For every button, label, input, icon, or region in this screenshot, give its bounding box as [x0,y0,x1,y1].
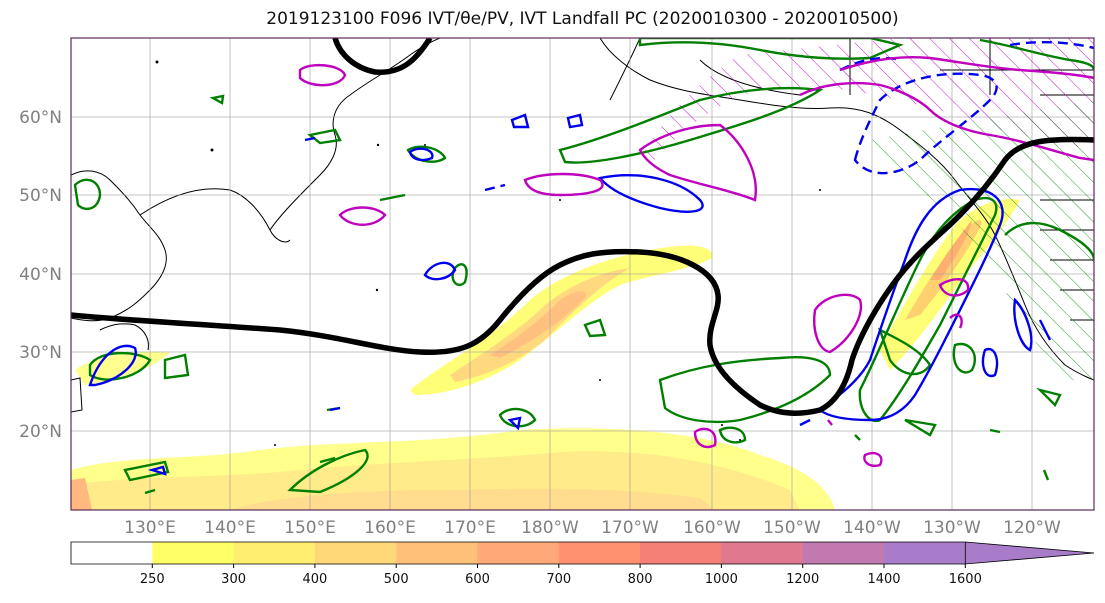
map-border [70,37,1095,511]
colorbar-segment [233,542,316,564]
lon-label-120w: 120°W [1003,518,1061,538]
lon-label-130e: 130°E [124,518,176,538]
colorbar-segment [640,542,722,564]
colorbar-extend-arrow [964,541,1095,565]
landfall-line-north [332,38,433,75]
islands [155,60,821,446]
colorbar: 250 300 400 500 600 700 800 1000 1200 1400 1600 [70,541,1095,587]
colorbar-segment [802,542,885,564]
colorbar-tick-label: 1200 [786,572,819,587]
colorbar-tick-label: 300 [221,572,246,587]
lon-label-140w: 140°W [843,518,901,538]
colorbar-tick-label: 1600 [949,572,982,587]
lon-label-150e: 150°E [284,518,336,538]
colorbar-segment [152,542,235,564]
colorbar-tick-label: 800 [628,572,653,587]
lon-label-170e: 170°E [444,518,496,538]
colorbar-segment [71,542,153,564]
colorbar-tick-label: 1000 [705,572,738,587]
colorbar-outline [70,541,966,565]
colorbar-segment [396,542,478,564]
latitude-labels: 60°N 50°N 40°N 30°N 20°N [19,108,62,442]
lon-label-160e: 160°E [364,518,416,538]
lat-label-20: 20°N [19,422,62,442]
colorbar-segment [558,542,641,564]
colorbar-segment [721,542,804,564]
colorbar-tick-label: 250 [140,572,165,587]
lat-label-60: 60°N [19,108,62,128]
colorbar-segment [314,542,397,564]
lat-label-50: 50°N [19,186,62,206]
longitude-labels: 130°E 140°E 150°E 160°E 170°E 180°W 170°… [124,518,1061,538]
colorbar-tick-label: 700 [546,572,571,587]
map-title: 2019123100 F096 IVT/θe/PV, IVT Landfall … [266,9,899,29]
landfall-line [71,136,1094,417]
green-contours [73,38,1094,495]
colorbar-tick-label: 1400 [867,572,900,587]
colorbar-tick-label: 400 [302,572,327,587]
lon-label-130w: 130°W [923,518,981,538]
lat-label-40: 40°N [19,265,62,285]
lon-label-150w: 150°W [763,518,821,538]
hatched-regions [640,38,1094,390]
ivt-shading [71,199,1020,510]
lat-label-30: 30°N [19,343,62,363]
colorbar-segment [477,542,560,564]
lon-label-160w: 160°W [683,518,741,538]
lon-label-170w: 170°W [601,518,659,538]
lon-label-140e: 140°E [204,518,256,538]
colorbar-segment [884,542,966,564]
lon-label-180w: 180°W [521,518,579,538]
colorbar-tick-label: 500 [384,572,409,587]
colorbar-tick-label: 600 [465,572,490,587]
